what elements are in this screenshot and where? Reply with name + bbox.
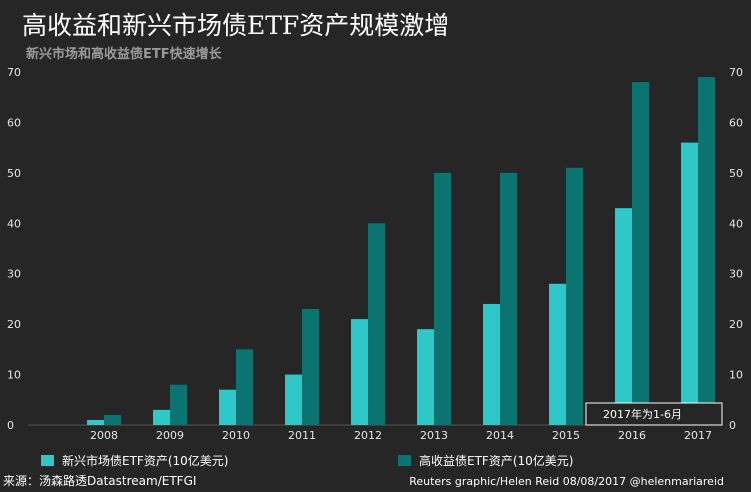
bar-emerging-2010 — [219, 389, 236, 425]
y-tick-right: 10 — [729, 369, 743, 382]
x-axis: 2008 2009 2010 2011 2012 2013 2014 2015 2016 2017 — [90, 429, 712, 442]
y-tick-right: 30 — [729, 268, 743, 281]
bar-high-yield-2010 — [236, 349, 253, 425]
bar-high-yield-2008 — [104, 414, 121, 425]
bar-high-yield-2013 — [434, 172, 451, 425]
y-tick-right: 60 — [729, 116, 743, 129]
bars — [87, 77, 715, 426]
bar-high-yield-2011 — [302, 309, 319, 425]
y-tick-left: 0 — [7, 419, 14, 432]
bar-emerging-2011 — [285, 374, 302, 425]
y-tick-right: 40 — [729, 217, 743, 230]
source-note: 来源：汤森路透Datastream/ETFGI — [3, 473, 196, 488]
legend-label-high-yield: 高收益债ETF资产(10亿美元) — [419, 453, 573, 468]
bar-emerging-2008 — [87, 419, 104, 425]
annotation-text: 2017年为1-6月 — [603, 407, 682, 421]
y-tick-left: 10 — [7, 369, 21, 382]
bar-emerging-2014 — [483, 303, 500, 425]
chart-title: 高收益和新兴市场债ETF资产规模激增 — [22, 11, 449, 40]
y-tick-right: 70 — [729, 66, 743, 79]
bar-emerging-2017 — [681, 142, 698, 425]
y-tick-left: 40 — [7, 217, 21, 230]
y-tick-left: 50 — [7, 167, 21, 180]
y-tick-left: 30 — [7, 268, 21, 281]
legend-swatch-emerging — [41, 455, 54, 466]
y-tick-right: 20 — [729, 318, 743, 331]
bar-high-yield-2014 — [500, 172, 517, 425]
bar-emerging-2012 — [351, 319, 368, 425]
bar-emerging-2009 — [153, 409, 170, 425]
x-tick-2014: 2014 — [486, 429, 514, 442]
y-tick-left: 60 — [7, 116, 21, 129]
y-axis-left: 0 10 20 30 40 50 60 70 — [7, 66, 21, 432]
bar-high-yield-2015 — [566, 167, 583, 426]
x-tick-2011: 2011 — [288, 429, 316, 442]
x-tick-2016: 2016 — [618, 429, 646, 442]
x-tick-2012: 2012 — [354, 429, 382, 442]
y-axis-right: 0 10 20 30 40 50 60 70 — [729, 66, 743, 432]
x-tick-2009: 2009 — [156, 429, 184, 442]
x-tick-2017: 2017 — [684, 429, 712, 442]
legend: 新兴市场债ETF资产(10亿美元) 高收益债ETF资产(10亿美元) — [41, 453, 573, 468]
y-tick-left: 20 — [7, 318, 21, 331]
x-tick-2013: 2013 — [420, 429, 448, 442]
bar-emerging-2013 — [417, 329, 434, 425]
chart-subtitle: 新兴市场和高收益债ETF快速增长 — [26, 46, 223, 62]
y-tick-left: 70 — [7, 66, 21, 79]
y-tick-right: 50 — [729, 167, 743, 180]
bar-emerging-2015 — [549, 283, 566, 425]
bar-high-yield-2016 — [632, 82, 649, 425]
legend-swatch-high-yield — [398, 455, 411, 466]
legend-label-emerging: 新兴市场债ETF资产(10亿美元) — [62, 453, 228, 468]
bar-high-yield-2012 — [368, 223, 385, 425]
credit-note: Reuters graphic/Helen Reid 08/08/2017 @h… — [409, 475, 724, 488]
annotation-box — [585, 402, 723, 426]
annotation: 2017年为1-6月 — [585, 402, 723, 426]
x-tick-2010: 2010 — [222, 429, 250, 442]
bar-high-yield-2017 — [698, 77, 715, 426]
x-tick-2008: 2008 — [90, 429, 118, 442]
x-tick-2015: 2015 — [552, 429, 580, 442]
bar-high-yield-2009 — [170, 384, 187, 425]
y-tick-right: 0 — [729, 419, 736, 432]
bar-emerging-2016 — [615, 208, 632, 425]
